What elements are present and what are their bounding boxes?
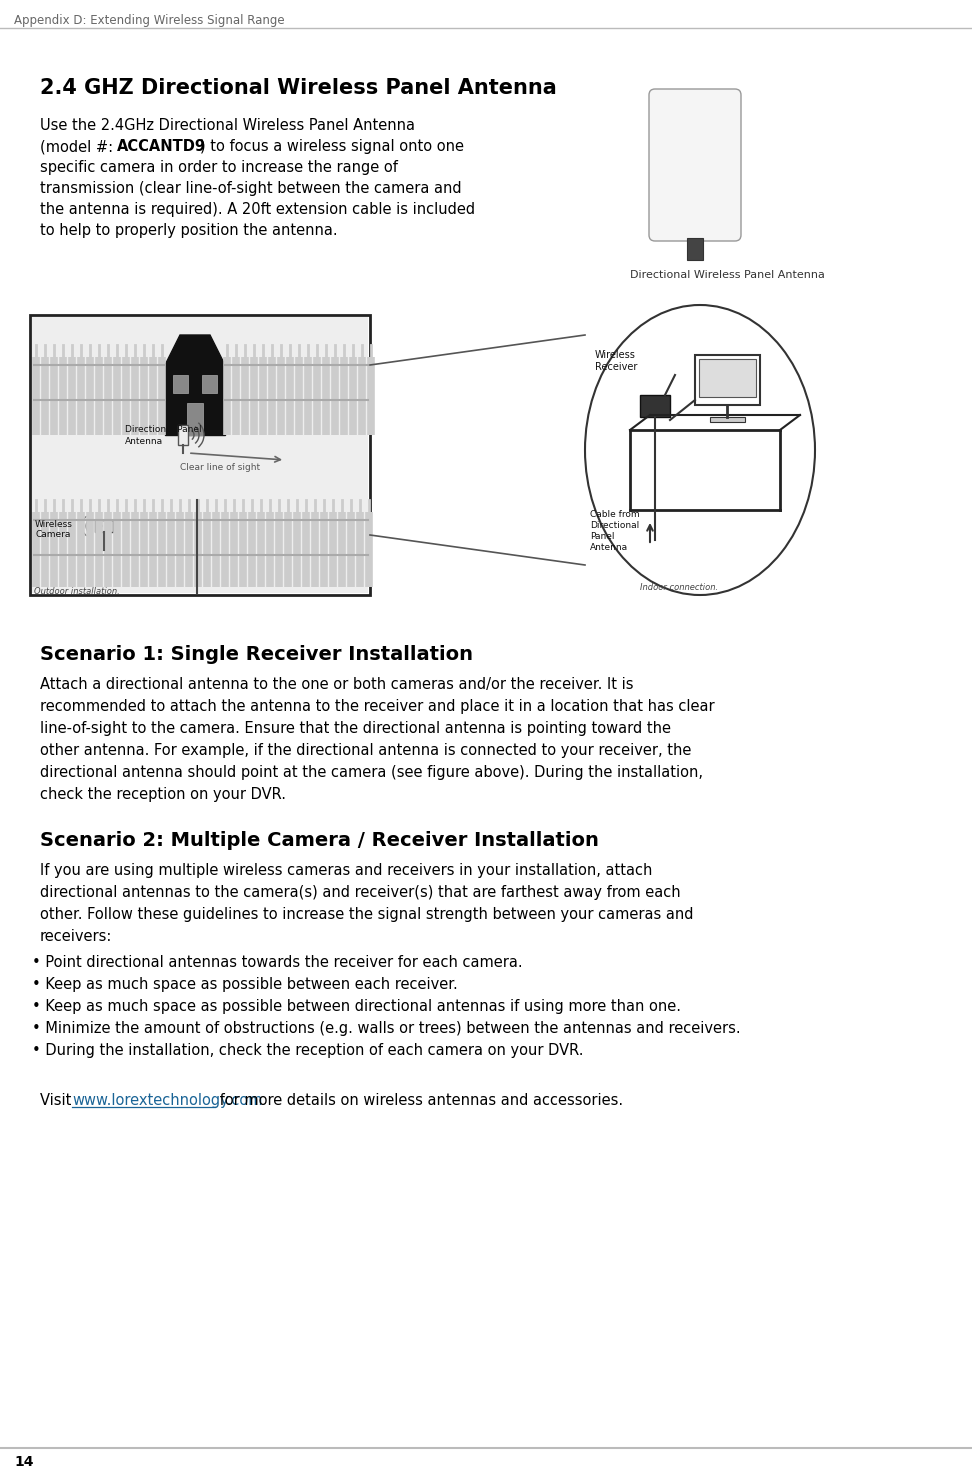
Text: Scenario 2: Multiple Camera / Receiver Installation: Scenario 2: Multiple Camera / Receiver I… <box>40 831 599 850</box>
Text: specific camera in order to increase the range of: specific camera in order to increase the… <box>40 160 398 174</box>
Text: If you are using multiple wireless cameras and receivers in your installation, a: If you are using multiple wireless camer… <box>40 863 652 878</box>
Text: Cable from: Cable from <box>590 510 640 519</box>
Text: ACCANTD9: ACCANTD9 <box>117 139 206 154</box>
Text: Receiver: Receiver <box>595 362 638 372</box>
Bar <box>32 316 368 593</box>
Text: Indoor connection.: Indoor connection. <box>640 582 718 593</box>
Text: • Point directional antennas towards the receiver for each camera.: • Point directional antennas towards the… <box>32 955 523 970</box>
FancyBboxPatch shape <box>649 89 741 241</box>
Bar <box>695 355 760 405</box>
Bar <box>187 403 203 435</box>
Text: Antenna: Antenna <box>125 437 163 446</box>
Text: (model #:: (model #: <box>40 139 118 154</box>
Bar <box>178 426 188 445</box>
Text: 2.4 GHZ Directional Wireless Panel Antenna: 2.4 GHZ Directional Wireless Panel Anten… <box>40 78 557 98</box>
Text: Wireless
Camera: Wireless Camera <box>35 520 73 539</box>
Text: recommended to attach the antenna to the receiver and place it in a location tha: recommended to attach the antenna to the… <box>40 699 714 714</box>
Text: directional antenna should point at the camera (see figure above). During the in: directional antenna should point at the … <box>40 766 703 780</box>
Bar <box>95 520 113 532</box>
Text: Directional Wireless Panel Antenna: Directional Wireless Panel Antenna <box>630 270 825 279</box>
Text: • During the installation, check the reception of each camera on your DVR.: • During the installation, check the rec… <box>32 1043 583 1058</box>
Text: Appendix D: Extending Wireless Signal Range: Appendix D: Extending Wireless Signal Ra… <box>14 13 285 27</box>
Text: for more details on wireless antennas and accessories.: for more details on wireless antennas an… <box>215 1094 623 1108</box>
Text: Panel: Panel <box>590 532 614 541</box>
Text: Directional Panel: Directional Panel <box>125 426 201 435</box>
Text: other antenna. For example, if the directional antenna is connected to your rece: other antenna. For example, if the direc… <box>40 743 691 758</box>
Text: to help to properly position the antenna.: to help to properly position the antenna… <box>40 223 337 238</box>
Bar <box>173 375 188 393</box>
Bar <box>165 365 225 435</box>
Text: line-of-sight to the camera. Ensure that the directional antenna is pointing tow: line-of-sight to the camera. Ensure that… <box>40 721 671 736</box>
Text: other. Follow these guidelines to increase the signal strength between your came: other. Follow these guidelines to increa… <box>40 907 693 922</box>
Text: directional antennas to the camera(s) and receiver(s) that are farthest away fro: directional antennas to the camera(s) an… <box>40 885 680 900</box>
Text: Attach a directional antenna to the one or both cameras and/or the receiver. It : Attach a directional antenna to the one … <box>40 677 634 692</box>
Ellipse shape <box>585 304 815 596</box>
Text: Directional: Directional <box>590 522 640 531</box>
Polygon shape <box>165 336 225 365</box>
Text: Use the 2.4GHz Directional Wireless Panel Antenna: Use the 2.4GHz Directional Wireless Pane… <box>40 118 415 133</box>
Text: ) to focus a wireless signal onto one: ) to focus a wireless signal onto one <box>200 139 464 154</box>
Text: the antenna is required). A 20ft extension cable is included: the antenna is required). A 20ft extensi… <box>40 202 475 217</box>
Text: Antenna: Antenna <box>590 542 628 551</box>
Text: check the reception on your DVR.: check the reception on your DVR. <box>40 786 286 803</box>
Text: • Keep as much space as possible between directional antennas if using more than: • Keep as much space as possible between… <box>32 999 681 1014</box>
Text: Wireless: Wireless <box>595 350 636 361</box>
Text: Outdoor installation.: Outdoor installation. <box>34 587 120 596</box>
Circle shape <box>96 523 102 529</box>
Text: Visit: Visit <box>40 1094 76 1108</box>
Bar <box>202 375 217 393</box>
Text: 14: 14 <box>14 1454 33 1469</box>
Bar <box>687 238 703 260</box>
Text: transmission (clear line-of-sight between the camera and: transmission (clear line-of-sight betwee… <box>40 180 462 197</box>
Bar <box>699 359 756 398</box>
Bar <box>640 395 670 417</box>
Bar <box>30 315 370 596</box>
Text: • Minimize the amount of obstructions (e.g. walls or trees) between the antennas: • Minimize the amount of obstructions (e… <box>32 1021 741 1036</box>
Text: receivers:: receivers: <box>40 930 113 944</box>
Text: www.lorextechnology.com: www.lorextechnology.com <box>72 1094 262 1108</box>
Text: • Keep as much space as possible between each receiver.: • Keep as much space as possible between… <box>32 977 458 992</box>
Text: Scenario 1: Single Receiver Installation: Scenario 1: Single Receiver Installation <box>40 644 473 664</box>
Text: Clear line of sight: Clear line of sight <box>180 463 260 471</box>
Bar <box>710 417 745 423</box>
